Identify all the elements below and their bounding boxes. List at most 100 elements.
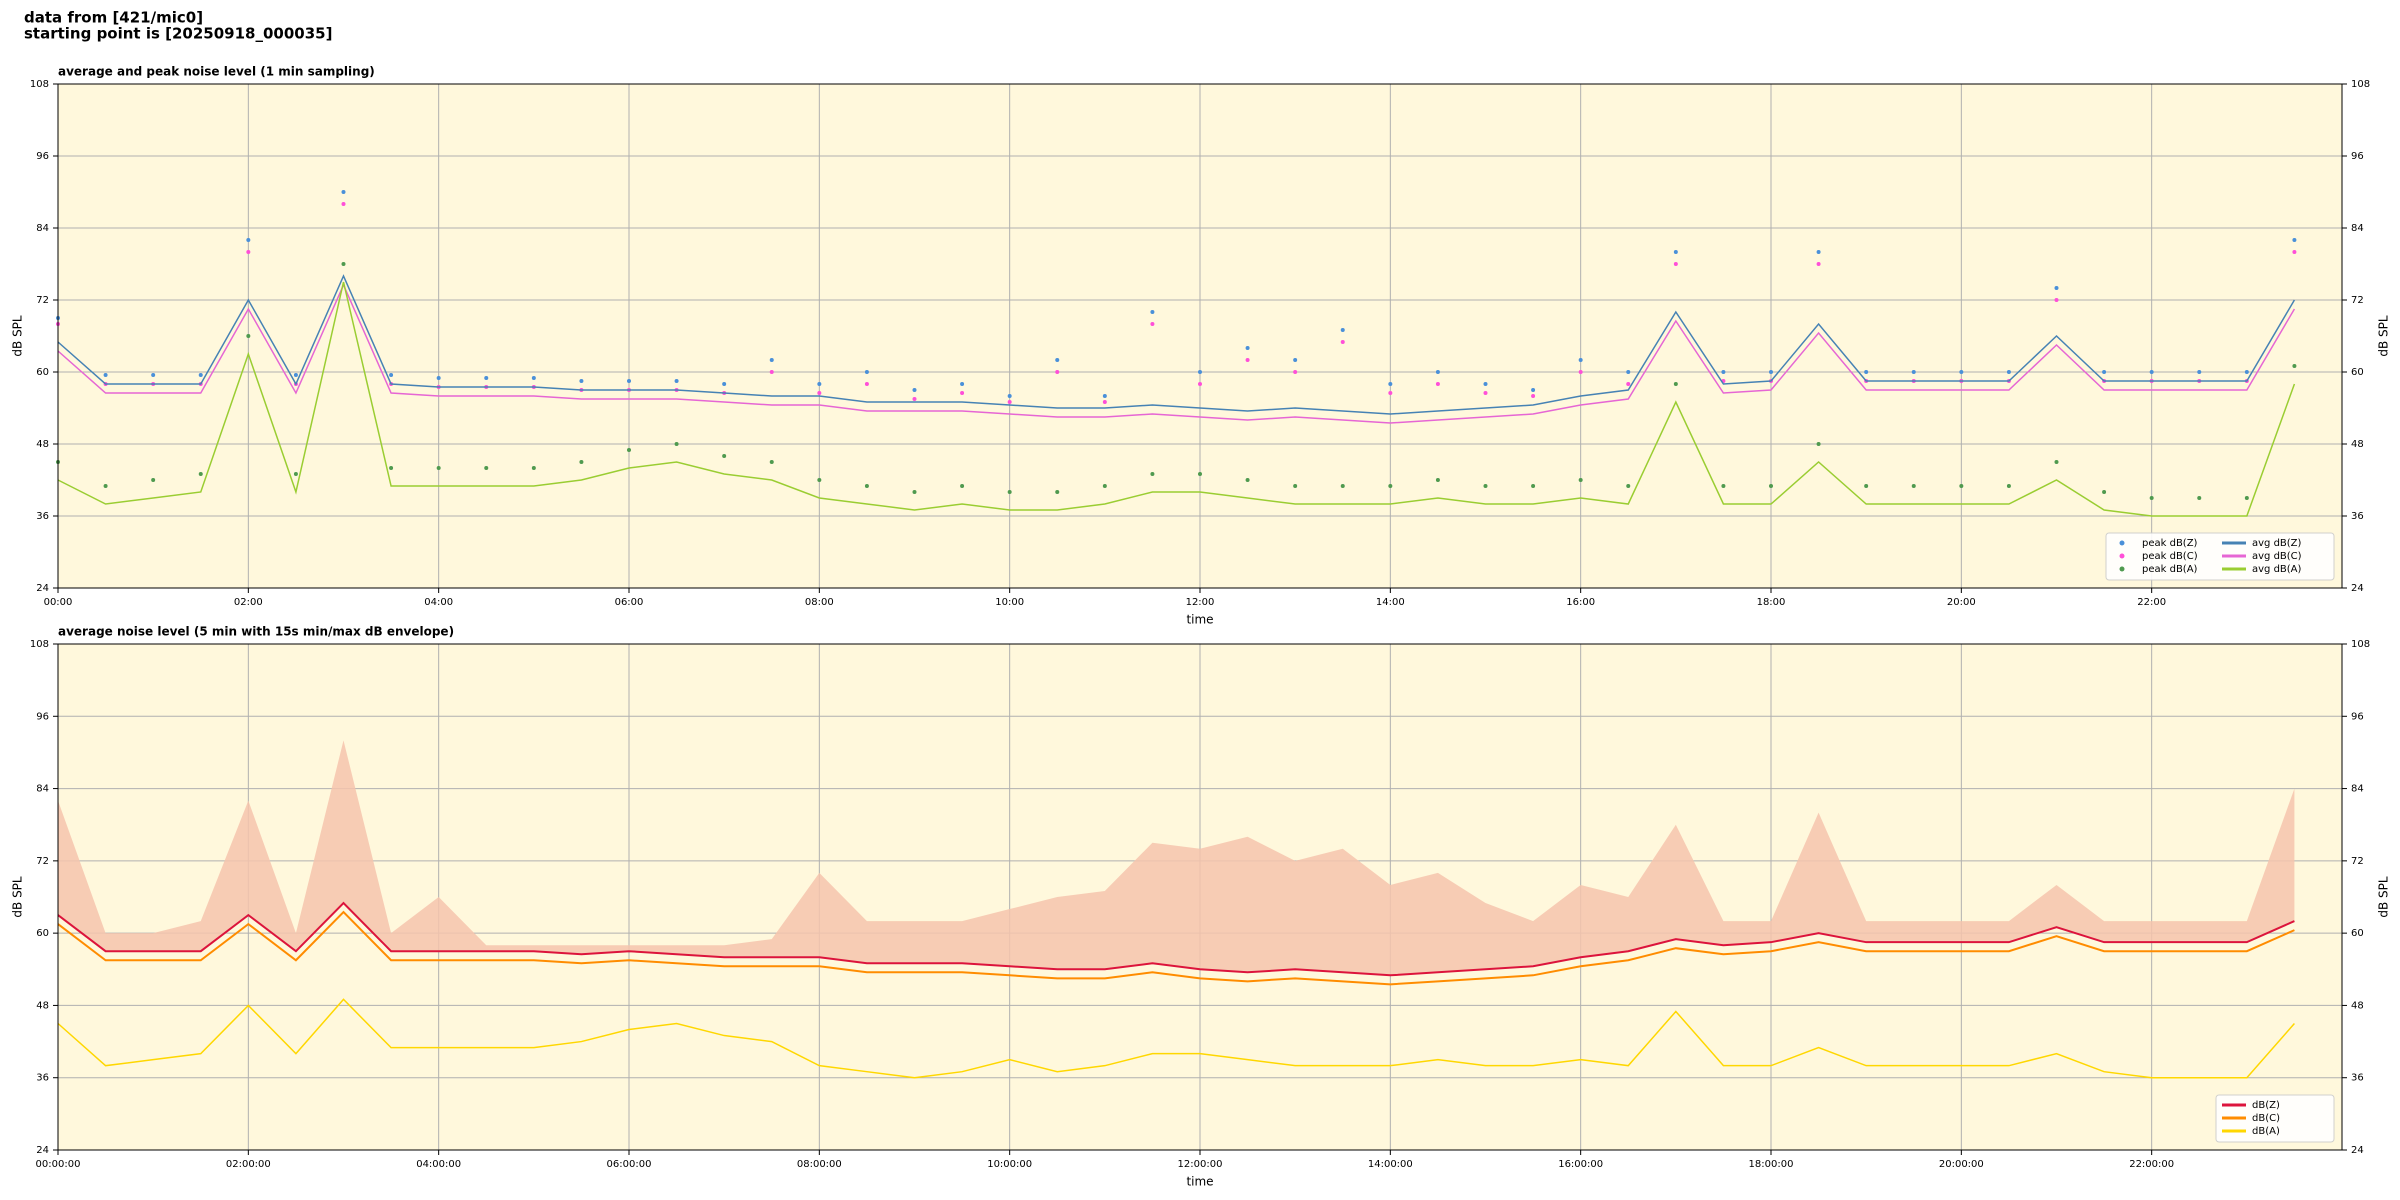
y-tick-label: 108 <box>30 79 49 90</box>
peak-point <box>1578 370 1583 374</box>
x-tick-label: 18:00:00 <box>1749 1159 1794 1170</box>
x-axis-label: time <box>1186 1175 1213 1189</box>
legend-label: avg dB(A) <box>2252 564 2302 575</box>
y2-axis-label: dB SPL <box>2377 315 2391 357</box>
peak-point <box>1340 340 1345 344</box>
y2-tick-label: 24 <box>2351 583 2364 594</box>
peak-point <box>912 490 917 494</box>
y-tick-label: 24 <box>36 1145 49 1156</box>
peak-point <box>1673 262 1678 266</box>
y2-axis-label: dB SPL <box>2377 876 2391 918</box>
x-tick-label: 00:00:00 <box>36 1159 81 1170</box>
peak-point <box>341 262 346 266</box>
peak-point <box>1864 370 1869 374</box>
peak-point <box>1293 370 1298 374</box>
peak-point <box>1293 484 1298 488</box>
peak-point <box>2197 370 2202 374</box>
y-tick-label: 48 <box>36 439 49 450</box>
legend-label: dB(A) <box>2252 1126 2280 1137</box>
y2-tick-label: 108 <box>2351 79 2370 90</box>
peak-point <box>1388 484 1393 488</box>
x-tick-label: 08:00 <box>805 597 834 608</box>
peak-point <box>1340 484 1345 488</box>
peak-point <box>2292 238 2297 242</box>
peak-point <box>1769 484 1773 488</box>
x-tick-label: 12:00:00 <box>1178 1159 1223 1170</box>
peak-point <box>1673 382 1678 386</box>
x-tick-label: 18:00 <box>1757 597 1786 608</box>
header-line: starting point is [20250918_000035] <box>24 25 332 43</box>
peak-point <box>1102 484 1107 488</box>
x-tick-label: 22:00 <box>2137 597 2166 608</box>
peak-point <box>151 373 156 377</box>
peak-point <box>1483 484 1488 488</box>
peak-point <box>1007 400 1012 404</box>
legend-marker <box>2119 553 2125 559</box>
peak-point <box>531 466 536 470</box>
peak-point <box>1198 370 1202 374</box>
peak-point <box>817 382 822 386</box>
peak-point <box>769 358 774 362</box>
peak-point <box>1626 382 1631 386</box>
y2-tick-label: 24 <box>2351 1145 2364 1156</box>
peak-point <box>1388 382 1393 386</box>
y-tick-label: 84 <box>36 784 49 795</box>
x-tick-label: 14:00 <box>1376 597 1405 608</box>
series-line <box>57 910 2295 986</box>
y-axis-label: dB SPL <box>11 876 25 918</box>
peak-point <box>2006 370 2011 374</box>
peak-point <box>1626 370 1631 374</box>
series-line <box>57 281 2296 517</box>
peak-point <box>1150 310 1155 314</box>
peak-point <box>1150 472 1155 476</box>
y2-tick-label: 96 <box>2351 711 2364 722</box>
y2-tick-label: 96 <box>2351 151 2364 162</box>
peak-point <box>1055 370 1060 374</box>
peak-point <box>1721 484 1726 488</box>
peak-point <box>1769 370 1773 374</box>
peak-point <box>960 382 965 386</box>
legend-label: dB(Z) <box>2252 1100 2280 1111</box>
peak-point <box>1578 358 1583 362</box>
peak-point <box>246 250 251 254</box>
x-tick-label: 20:00:00 <box>1939 1159 1984 1170</box>
x-tick-label: 06:00 <box>615 597 644 608</box>
peak-point <box>293 373 298 377</box>
y-tick-label: 36 <box>36 1073 49 1084</box>
peak-point <box>2149 496 2154 500</box>
peak-point <box>1245 478 1250 482</box>
peak-point <box>484 376 489 380</box>
peak-point <box>2197 496 2202 500</box>
peak-point <box>1531 484 1536 488</box>
series-line <box>57 283 2296 424</box>
peak-point <box>817 391 822 395</box>
peak-point <box>864 382 869 386</box>
peak-point <box>341 190 346 194</box>
peak-point <box>2102 490 2107 494</box>
y2-tick-label: 84 <box>2351 784 2364 795</box>
peak-point <box>1959 484 1964 488</box>
y-tick-label: 36 <box>36 511 49 522</box>
legend-label: peak dB(Z) <box>2142 538 2198 549</box>
x-axis-label: time <box>1186 613 1213 627</box>
y-axis-label: dB SPL <box>11 315 25 357</box>
peak-point <box>484 466 489 470</box>
y-tick-label: 72 <box>36 856 49 867</box>
peak-point <box>1245 358 1250 362</box>
y-tick-label: 72 <box>36 295 49 306</box>
peak-point <box>769 370 774 374</box>
peak-point <box>722 382 727 386</box>
peak-point <box>103 373 108 377</box>
y-tick-label: 96 <box>36 151 49 162</box>
x-tick-label: 12:00 <box>1186 597 1215 608</box>
peak-point <box>627 379 631 383</box>
peak-point <box>2149 370 2154 374</box>
peak-point <box>1483 382 1488 386</box>
legend-label: avg dB(Z) <box>2252 538 2302 549</box>
plot-frame <box>57 83 2343 589</box>
peak-point <box>1864 484 1869 488</box>
peak-point <box>2244 496 2249 500</box>
peak-point <box>531 376 536 380</box>
peak-point <box>1816 262 1821 266</box>
y2-tick-label: 36 <box>2351 511 2364 522</box>
